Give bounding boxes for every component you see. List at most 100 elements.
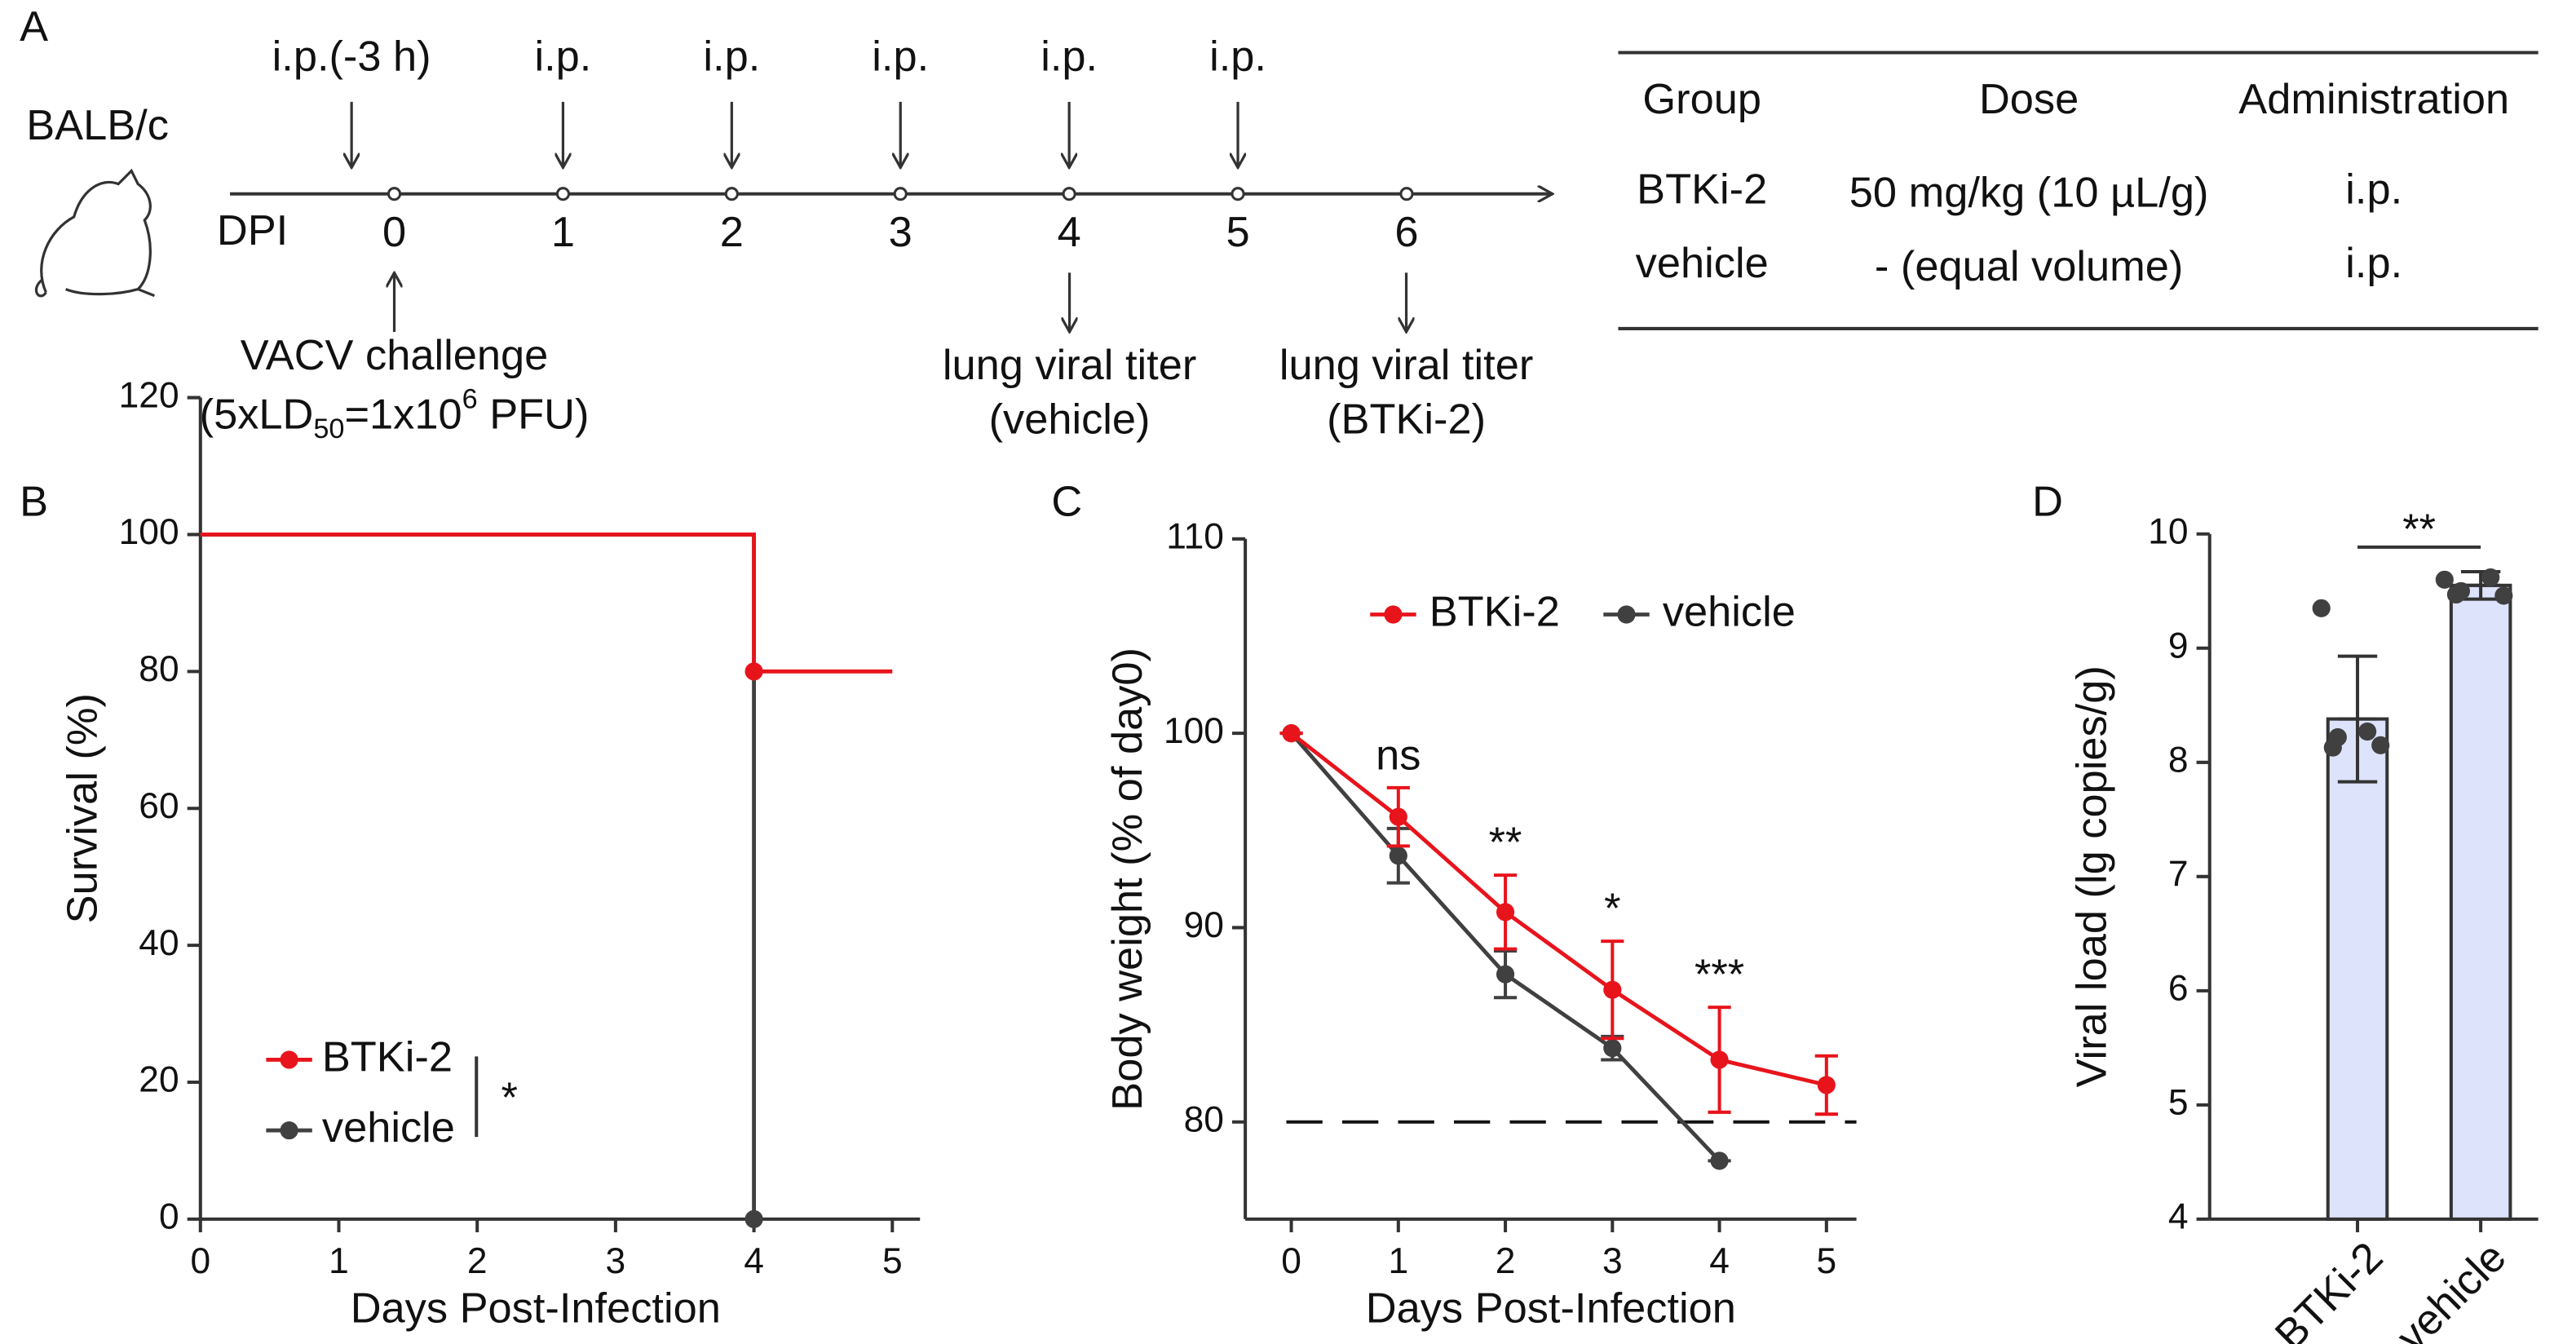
y-tick-label: 60 bbox=[139, 786, 179, 826]
sampling-label: (BTKi-2) bbox=[1327, 396, 1486, 444]
x-axis-title: Days Post-Infection bbox=[1366, 1285, 1736, 1333]
y-tick-label: 0 bbox=[159, 1197, 179, 1237]
table-cell: BTKi-2 bbox=[1637, 166, 1767, 214]
data-point bbox=[2323, 738, 2342, 757]
injection-label: i.p. bbox=[703, 33, 760, 80]
panel-label: B bbox=[20, 478, 48, 525]
x-tick-label: 0 bbox=[190, 1241, 210, 1281]
y-tick-label: 100 bbox=[1164, 711, 1224, 751]
day-label: 1 bbox=[551, 209, 575, 256]
significance-label: ** bbox=[1489, 820, 1522, 867]
legend-marker bbox=[280, 1121, 298, 1140]
data-point bbox=[1710, 1152, 1729, 1170]
x-tick-label: 3 bbox=[606, 1241, 626, 1281]
panel-label: A bbox=[20, 3, 48, 51]
legend-marker bbox=[280, 1050, 298, 1069]
day-label: 4 bbox=[1058, 209, 1081, 256]
table-cell: - (equal volume) bbox=[1875, 243, 2183, 290]
text: (5xLD bbox=[200, 391, 314, 439]
mouse-icon bbox=[34, 168, 155, 298]
text: PFU) bbox=[478, 391, 590, 439]
data-point bbox=[2494, 586, 2513, 605]
timeline-ticks: 0 1 2 3 4 5 6 i.p.(-3 h) i.p. i.p. i.p. i.p. i.p. bbox=[272, 33, 1419, 256]
legend-label: vehicle bbox=[322, 1104, 455, 1152]
strain: BALB/c bbox=[26, 102, 169, 149]
x-tick-label: 2 bbox=[467, 1241, 488, 1281]
data-point bbox=[1496, 965, 1515, 984]
data-point bbox=[1603, 1039, 1622, 1058]
y-axis-title: Viral load (lg copies/g) bbox=[2069, 665, 2116, 1087]
data-point bbox=[2358, 722, 2377, 741]
event-marker bbox=[745, 662, 763, 681]
x-tick-label: 1 bbox=[1388, 1241, 1408, 1281]
weight-line bbox=[1290, 732, 1827, 1087]
data-point bbox=[1496, 903, 1515, 922]
day-label: 0 bbox=[382, 209, 406, 256]
day-node bbox=[724, 187, 739, 201]
error-bar bbox=[2337, 654, 2378, 784]
sampling-label: lung viral titer bbox=[1279, 342, 1533, 389]
legend-label: BTKi-2 bbox=[1429, 588, 1560, 635]
y-axis-title: Body weight (% of day0) bbox=[1104, 648, 1151, 1111]
y-tick-label: 6 bbox=[2168, 969, 2189, 1009]
injection-label: i.p. bbox=[872, 33, 929, 80]
data-point bbox=[1389, 847, 1407, 865]
significance-label: *** bbox=[1695, 952, 1744, 999]
data-point bbox=[2446, 585, 2466, 604]
x-tick-label: 4 bbox=[1709, 1241, 1730, 1281]
legend-label: BTKi-2 bbox=[322, 1033, 453, 1081]
day-label: 5 bbox=[1226, 209, 1249, 256]
injection-label: i.p.(-3 h) bbox=[272, 33, 431, 80]
data-point bbox=[2435, 570, 2454, 589]
y-tick-label: 9 bbox=[2168, 626, 2189, 665]
day-node bbox=[1399, 187, 1414, 201]
day-label: 2 bbox=[720, 209, 744, 256]
data-point bbox=[2312, 599, 2331, 617]
x-tick-label: BTKi-2 bbox=[2266, 1233, 2392, 1344]
challenge-dose: (5xLD50=1x106 PFU) bbox=[200, 384, 590, 444]
y-tick-label: 5 bbox=[2168, 1083, 2189, 1123]
x-tick-label: 5 bbox=[1816, 1241, 1836, 1281]
sampling-label: (vehicle) bbox=[989, 396, 1151, 444]
table-header: Group bbox=[1642, 76, 1761, 123]
sampling-label: lung viral titer bbox=[943, 342, 1196, 389]
timeline-label: DPI bbox=[217, 207, 288, 254]
x-tick-label: 0 bbox=[1281, 1241, 1301, 1281]
significance-label: * bbox=[1604, 886, 1620, 933]
challenge-label: VACV challenge bbox=[241, 332, 549, 379]
data-point bbox=[1282, 724, 1301, 743]
day-node bbox=[555, 187, 570, 201]
panel-label: D bbox=[2032, 478, 2063, 525]
x-tick-label: 2 bbox=[1496, 1241, 1516, 1281]
x-tick-label: 5 bbox=[882, 1241, 903, 1281]
y-tick-label: 90 bbox=[1184, 905, 1224, 945]
table-cell: vehicle bbox=[1636, 240, 1769, 287]
x-axis-title: Days Post-Infection bbox=[351, 1285, 721, 1333]
table-cell: 50 mg/kg (10 µL/g) bbox=[1849, 170, 2209, 217]
survival-line bbox=[200, 533, 893, 674]
legend-marker bbox=[1384, 605, 1403, 624]
y-tick-label: 8 bbox=[2168, 741, 2189, 780]
significance-label: * bbox=[501, 1075, 517, 1122]
y-tick-label: 120 bbox=[119, 375, 179, 415]
data-point bbox=[1710, 1050, 1729, 1069]
data-point bbox=[1817, 1076, 1836, 1094]
injection-label: i.p. bbox=[1209, 33, 1266, 80]
error-bar bbox=[2460, 569, 2501, 601]
day-node bbox=[1062, 187, 1076, 201]
y-tick-label: 4 bbox=[2168, 1197, 2189, 1237]
y-tick-label: 10 bbox=[2148, 511, 2188, 551]
legend-label: vehicle bbox=[1663, 588, 1796, 635]
bar bbox=[2449, 583, 2512, 1221]
data-point bbox=[2481, 568, 2500, 587]
y-tick-label: 7 bbox=[2168, 855, 2189, 895]
day-node bbox=[1231, 187, 1245, 201]
x-tick-label: 4 bbox=[744, 1241, 764, 1281]
superscript: 6 bbox=[462, 384, 478, 415]
y-tick-label: 100 bbox=[119, 512, 179, 552]
table-header: Administration bbox=[2238, 76, 2509, 123]
y-tick-label: 110 bbox=[1166, 517, 1224, 557]
y-tick-label: 80 bbox=[139, 649, 179, 689]
x-tick-label: vehicle bbox=[2388, 1233, 2515, 1344]
